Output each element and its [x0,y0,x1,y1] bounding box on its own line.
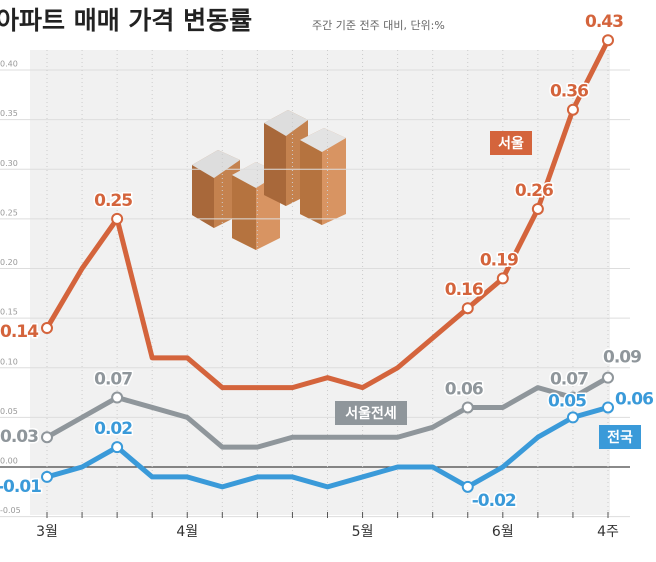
buildings-illustration [192,110,346,250]
data-point [566,103,579,116]
data-label: 0.36 [550,82,588,102]
data-point [566,411,579,424]
data-label: 0.26 [515,181,553,201]
y-tick-label: 0.15 [0,308,18,317]
data-label: -0.01 [0,477,41,497]
data-point [41,470,53,483]
series-line [44,39,611,391]
data-label: 0.07 [550,370,588,390]
data-point [566,391,579,404]
y-tick-label: 0.25 [0,208,18,217]
data-point [602,401,614,414]
data-point [111,391,124,404]
data-point [496,272,509,285]
data-point [111,212,124,225]
series-tag-box [599,425,641,449]
data-label: 0.16 [445,280,483,300]
series-tag: 전국 [607,429,633,446]
data-label: 0.06 [445,379,483,399]
data-label: 0.43 [585,12,623,32]
chart-subtitle: 주간 기준 전주 대비, 단위:% [312,19,445,32]
data-point [461,401,474,414]
data-point [602,371,614,384]
data-label: 0.03 [0,427,38,447]
y-tick-label: 0.40 [0,60,18,69]
data-label: -0.02 [472,491,516,511]
data-label: 0.09 [603,348,641,368]
y-tick-label: 0.35 [0,109,18,118]
data-label: 0.19 [480,250,518,270]
y-tick-label: 0.10 [0,357,18,366]
data-point [531,202,544,215]
y-tick-label: 0.05 [0,407,18,416]
x-tick-label: 3월 [36,524,58,540]
x-tick-label: 4월 [176,524,198,540]
data-point [602,34,614,47]
series-tag-box [490,131,532,155]
data-point [461,302,474,315]
data-label: 0.05 [548,391,586,411]
data-label: 0.14 [0,322,39,342]
y-tick-label: -0.05 [0,506,21,515]
data-point [461,480,474,493]
y-tick-label: 0.00 [0,457,18,466]
data-label: 0.07 [94,370,132,390]
series-tag: 서울 [498,135,524,152]
series-tag: 서울전세 [345,405,397,422]
chart-title: 아파트 매매 가격 변동률 [0,6,252,35]
data-point [111,441,124,454]
y-tick-label: 0.30 [0,159,18,168]
data-label: 0.06 [615,389,653,409]
x-tick-label: 5월 [352,524,374,540]
series-line [46,405,609,490]
x-tick-label: 6월 [492,524,514,540]
data-point [41,431,53,444]
y-tick-label: 0.20 [0,258,18,267]
x-tick-label: 4주 [597,524,619,540]
data-label: 0.25 [94,191,132,211]
series-line [45,375,610,450]
series-tag-box [335,401,407,425]
data-label: 0.02 [94,419,132,439]
data-point [41,322,53,335]
